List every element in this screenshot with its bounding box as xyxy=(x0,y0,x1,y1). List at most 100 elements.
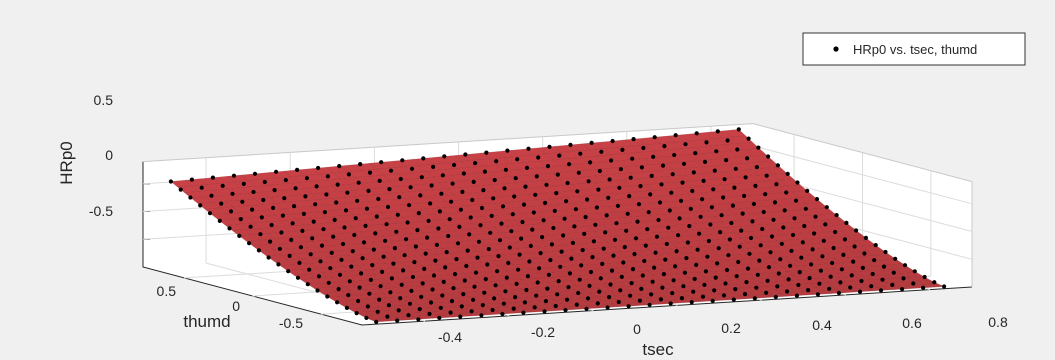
x-tick-label: 0.4 xyxy=(812,317,832,333)
data-point xyxy=(207,211,213,216)
data-point xyxy=(536,155,541,160)
data-point xyxy=(509,229,514,234)
data-point xyxy=(415,228,420,233)
x-tick-labels: -0.4 -0.2 0 0.2 0.4 0.6 0.8 xyxy=(438,314,1008,345)
data-point xyxy=(316,165,321,171)
data-point xyxy=(301,211,306,216)
data-point xyxy=(521,310,526,315)
data-point xyxy=(632,252,637,257)
data-point xyxy=(515,157,520,162)
data-point xyxy=(629,281,634,286)
data-point xyxy=(619,274,624,279)
data-point xyxy=(567,162,572,167)
data-point xyxy=(549,242,555,247)
data-point xyxy=(764,173,769,178)
data-point xyxy=(419,294,424,299)
data-point xyxy=(723,281,728,286)
data-point xyxy=(556,279,561,284)
data-point xyxy=(459,304,464,309)
data-point xyxy=(481,188,486,193)
data-point xyxy=(308,252,313,257)
data-point xyxy=(484,150,489,155)
data-point xyxy=(564,297,570,302)
data-point xyxy=(639,286,644,291)
data-point xyxy=(356,298,361,304)
legend: HRp0 vs. tsec, thumd xyxy=(802,32,1026,66)
data-point xyxy=(763,192,768,197)
data-point xyxy=(313,202,318,207)
data-point xyxy=(754,165,760,170)
data-point xyxy=(639,165,645,170)
data-point xyxy=(441,279,446,284)
data-point xyxy=(283,178,288,183)
data-point xyxy=(580,248,585,253)
data-point xyxy=(449,199,454,204)
data-point xyxy=(543,299,549,304)
data-point xyxy=(691,170,696,175)
data-point xyxy=(649,173,654,178)
data-point xyxy=(607,295,612,300)
data-point xyxy=(630,156,635,161)
data-point xyxy=(271,205,276,210)
data-point xyxy=(724,158,729,163)
data-point xyxy=(779,241,784,246)
data-point xyxy=(568,142,573,147)
data-point xyxy=(363,223,368,228)
data-point xyxy=(501,301,506,306)
data-point xyxy=(859,278,864,284)
data-point xyxy=(900,287,905,292)
data-point xyxy=(732,185,737,190)
data-point xyxy=(395,212,400,217)
data-point xyxy=(584,306,589,311)
data-point xyxy=(557,153,562,158)
data-point xyxy=(799,255,804,260)
data-point xyxy=(472,284,477,289)
data-point xyxy=(562,216,567,221)
data-point xyxy=(658,297,664,302)
data-point xyxy=(463,152,468,157)
data-point xyxy=(795,180,800,185)
data-point xyxy=(526,146,531,151)
data-point xyxy=(416,211,421,216)
data-point xyxy=(569,256,574,261)
data-point xyxy=(290,221,295,226)
data-point xyxy=(659,182,664,187)
data-point xyxy=(534,174,539,179)
data-point xyxy=(531,210,536,215)
data-point xyxy=(574,302,579,307)
data-point xyxy=(337,164,342,169)
data-point xyxy=(455,241,461,246)
data-point xyxy=(669,190,674,195)
data-point xyxy=(805,188,810,193)
data-point xyxy=(540,235,545,240)
data-point xyxy=(744,280,749,285)
data-point xyxy=(388,168,394,173)
data-point xyxy=(335,182,340,187)
data-point xyxy=(715,261,720,266)
data-point xyxy=(813,214,818,219)
data-point xyxy=(344,305,349,310)
data-point xyxy=(335,300,340,305)
data-point xyxy=(397,195,402,200)
data-point xyxy=(551,225,556,231)
data-point xyxy=(286,269,291,274)
data-point xyxy=(815,292,821,297)
data-point xyxy=(295,275,301,280)
data-point xyxy=(467,232,472,237)
legend-marker xyxy=(833,46,839,52)
data-point xyxy=(806,288,811,293)
data-point xyxy=(370,263,375,268)
data-point xyxy=(528,243,533,248)
data-point xyxy=(880,277,885,282)
data-point xyxy=(261,197,266,203)
data-point xyxy=(500,311,505,317)
data-point xyxy=(680,180,685,185)
data-point xyxy=(555,172,560,177)
data-point xyxy=(828,274,833,279)
data-point xyxy=(683,142,688,147)
data-point xyxy=(352,232,357,238)
data-point xyxy=(596,187,601,192)
data-point xyxy=(766,154,771,159)
data-point xyxy=(465,248,470,253)
